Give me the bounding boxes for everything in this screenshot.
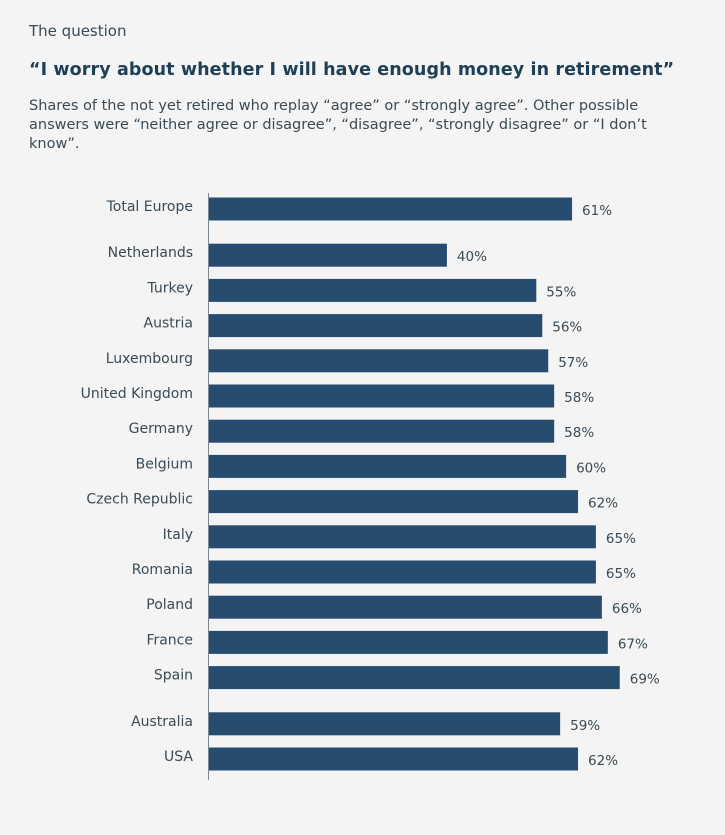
bar-france [208, 630, 608, 654]
category-label: Poland [146, 597, 193, 613]
bar-germany [208, 419, 555, 443]
category-label: United Kingdom [81, 386, 193, 402]
value-label: 57% [558, 355, 588, 371]
category-label: Netherlands [108, 245, 193, 261]
value-label: 59% [570, 718, 600, 734]
bar-romania [208, 560, 596, 584]
category-label: Turkey [146, 280, 193, 296]
value-label: 62% [588, 753, 618, 769]
bar-luxembourg [208, 349, 549, 373]
value-label: 62% [588, 496, 618, 512]
value-label: 55% [546, 284, 576, 300]
category-label: Total Europe [106, 199, 193, 215]
bar-italy [208, 525, 596, 549]
category-label: Belgium [136, 456, 193, 472]
category-label: Luxembourg [106, 351, 193, 367]
bar-spain [208, 666, 620, 690]
value-label: 56% [552, 320, 582, 336]
bar-turkey [208, 278, 537, 302]
bar-australia [208, 712, 561, 736]
category-label: Germany [129, 421, 193, 437]
chart-title: “I worry about whether I will have enoug… [29, 60, 675, 80]
bar-total-europe [208, 197, 573, 221]
value-label: 65% [606, 566, 636, 582]
value-label: 69% [630, 672, 660, 688]
category-label: France [146, 632, 193, 648]
bar-belgium [208, 454, 567, 478]
value-label: 40% [457, 249, 487, 265]
category-label: Austria [144, 316, 193, 332]
bar-czech-republic [208, 490, 579, 514]
value-label: 67% [618, 636, 648, 652]
category-label: Italy [163, 527, 193, 543]
value-label: 65% [606, 531, 636, 547]
category-label: Romania [132, 562, 193, 578]
value-label: 61% [582, 203, 612, 219]
chart-subtitle: Shares of the not yet retired who replay… [29, 98, 647, 152]
value-label: 58% [564, 390, 594, 406]
category-label: Australia [131, 714, 193, 730]
bar-united-kingdom [208, 384, 555, 408]
category-label: USA [164, 749, 193, 765]
value-label: 66% [612, 601, 642, 617]
category-label: Czech Republic [86, 492, 193, 508]
value-label: 58% [564, 425, 594, 441]
bar-netherlands [208, 243, 447, 267]
value-label: 60% [576, 460, 606, 476]
kicker-label: The question [29, 22, 127, 40]
bar-austria [208, 314, 543, 338]
bar-usa [208, 747, 579, 771]
bar-poland [208, 595, 602, 619]
category-label: Spain [154, 668, 193, 684]
